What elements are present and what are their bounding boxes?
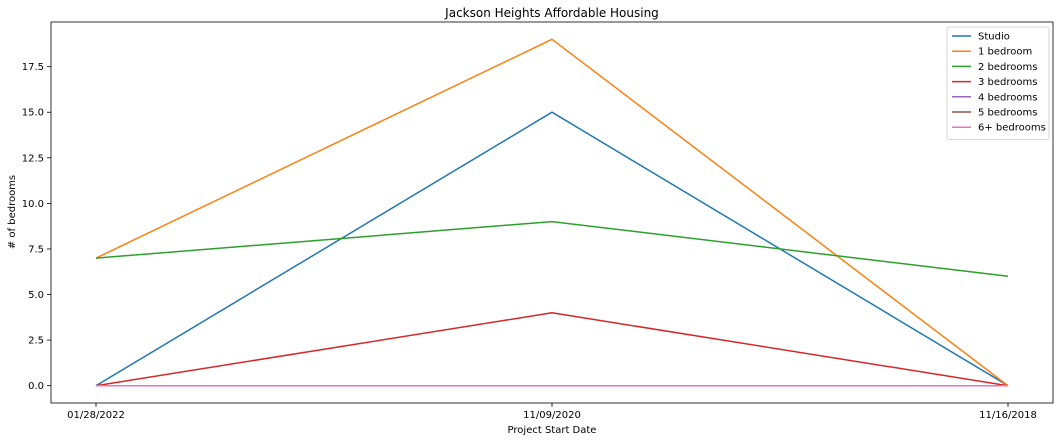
y-tick-label: 7.5 — [28, 244, 44, 255]
y-tick-label: 5.0 — [28, 290, 44, 301]
y-tick-label: 12.5 — [22, 153, 44, 164]
x-tick-label: 01/28/2022 — [67, 410, 125, 421]
legend-item: 1 bedroom — [952, 47, 1032, 58]
x-axis: 01/28/2022 11/09/2020 11/16/2018 — [67, 403, 1037, 421]
y-tick-label: 17.5 — [22, 62, 44, 73]
legend-box — [946, 26, 1050, 140]
legend-item: 4 bedrooms — [952, 92, 1037, 103]
legend-item: 5 bedrooms — [952, 108, 1037, 119]
legend-label: 1 bedroom — [978, 47, 1032, 58]
chart-title: Jackson Heights Affordable Housing — [444, 6, 659, 20]
series-line-0 — [95, 111, 1009, 387]
series-lines — [95, 38, 1009, 387]
legend-label: Studio — [978, 32, 1010, 43]
legend-label: 6+ bedrooms — [978, 123, 1046, 134]
series-line-1 — [95, 38, 1009, 387]
series-line-3 — [95, 312, 1009, 387]
legend: Studio 1 bedroom 2 bedrooms 3 bedrooms 4 bed… — [946, 26, 1050, 140]
legend-item: Studio — [952, 32, 1010, 43]
series-line-2 — [95, 220, 1009, 278]
legend-label: 4 bedrooms — [978, 92, 1037, 103]
x-tick-label: 11/09/2020 — [523, 410, 581, 421]
y-tick-label: 2.5 — [28, 336, 44, 347]
legend-item: 2 bedrooms — [952, 62, 1037, 73]
y-axis: 0.0 2.5 5.0 7.5 10.0 12.5 15.0 17.5 — [22, 62, 51, 392]
y-tick-label: 10.0 — [22, 199, 44, 210]
x-axis-title: Project Start Date — [508, 425, 597, 436]
y-tick-label: 0.0 — [28, 381, 44, 392]
legend-label: 2 bedrooms — [978, 62, 1037, 73]
plot-area — [50, 21, 1054, 404]
y-axis-title: # of bedrooms — [7, 175, 18, 249]
y-tick-label: 15.0 — [22, 108, 44, 119]
x-tick-label: 11/16/2018 — [979, 410, 1037, 421]
legend-label: 3 bedrooms — [978, 77, 1037, 88]
legend-label: 5 bedrooms — [978, 108, 1037, 119]
legend-item: 6+ bedrooms — [952, 123, 1046, 134]
legend-item: 3 bedrooms — [952, 77, 1037, 88]
